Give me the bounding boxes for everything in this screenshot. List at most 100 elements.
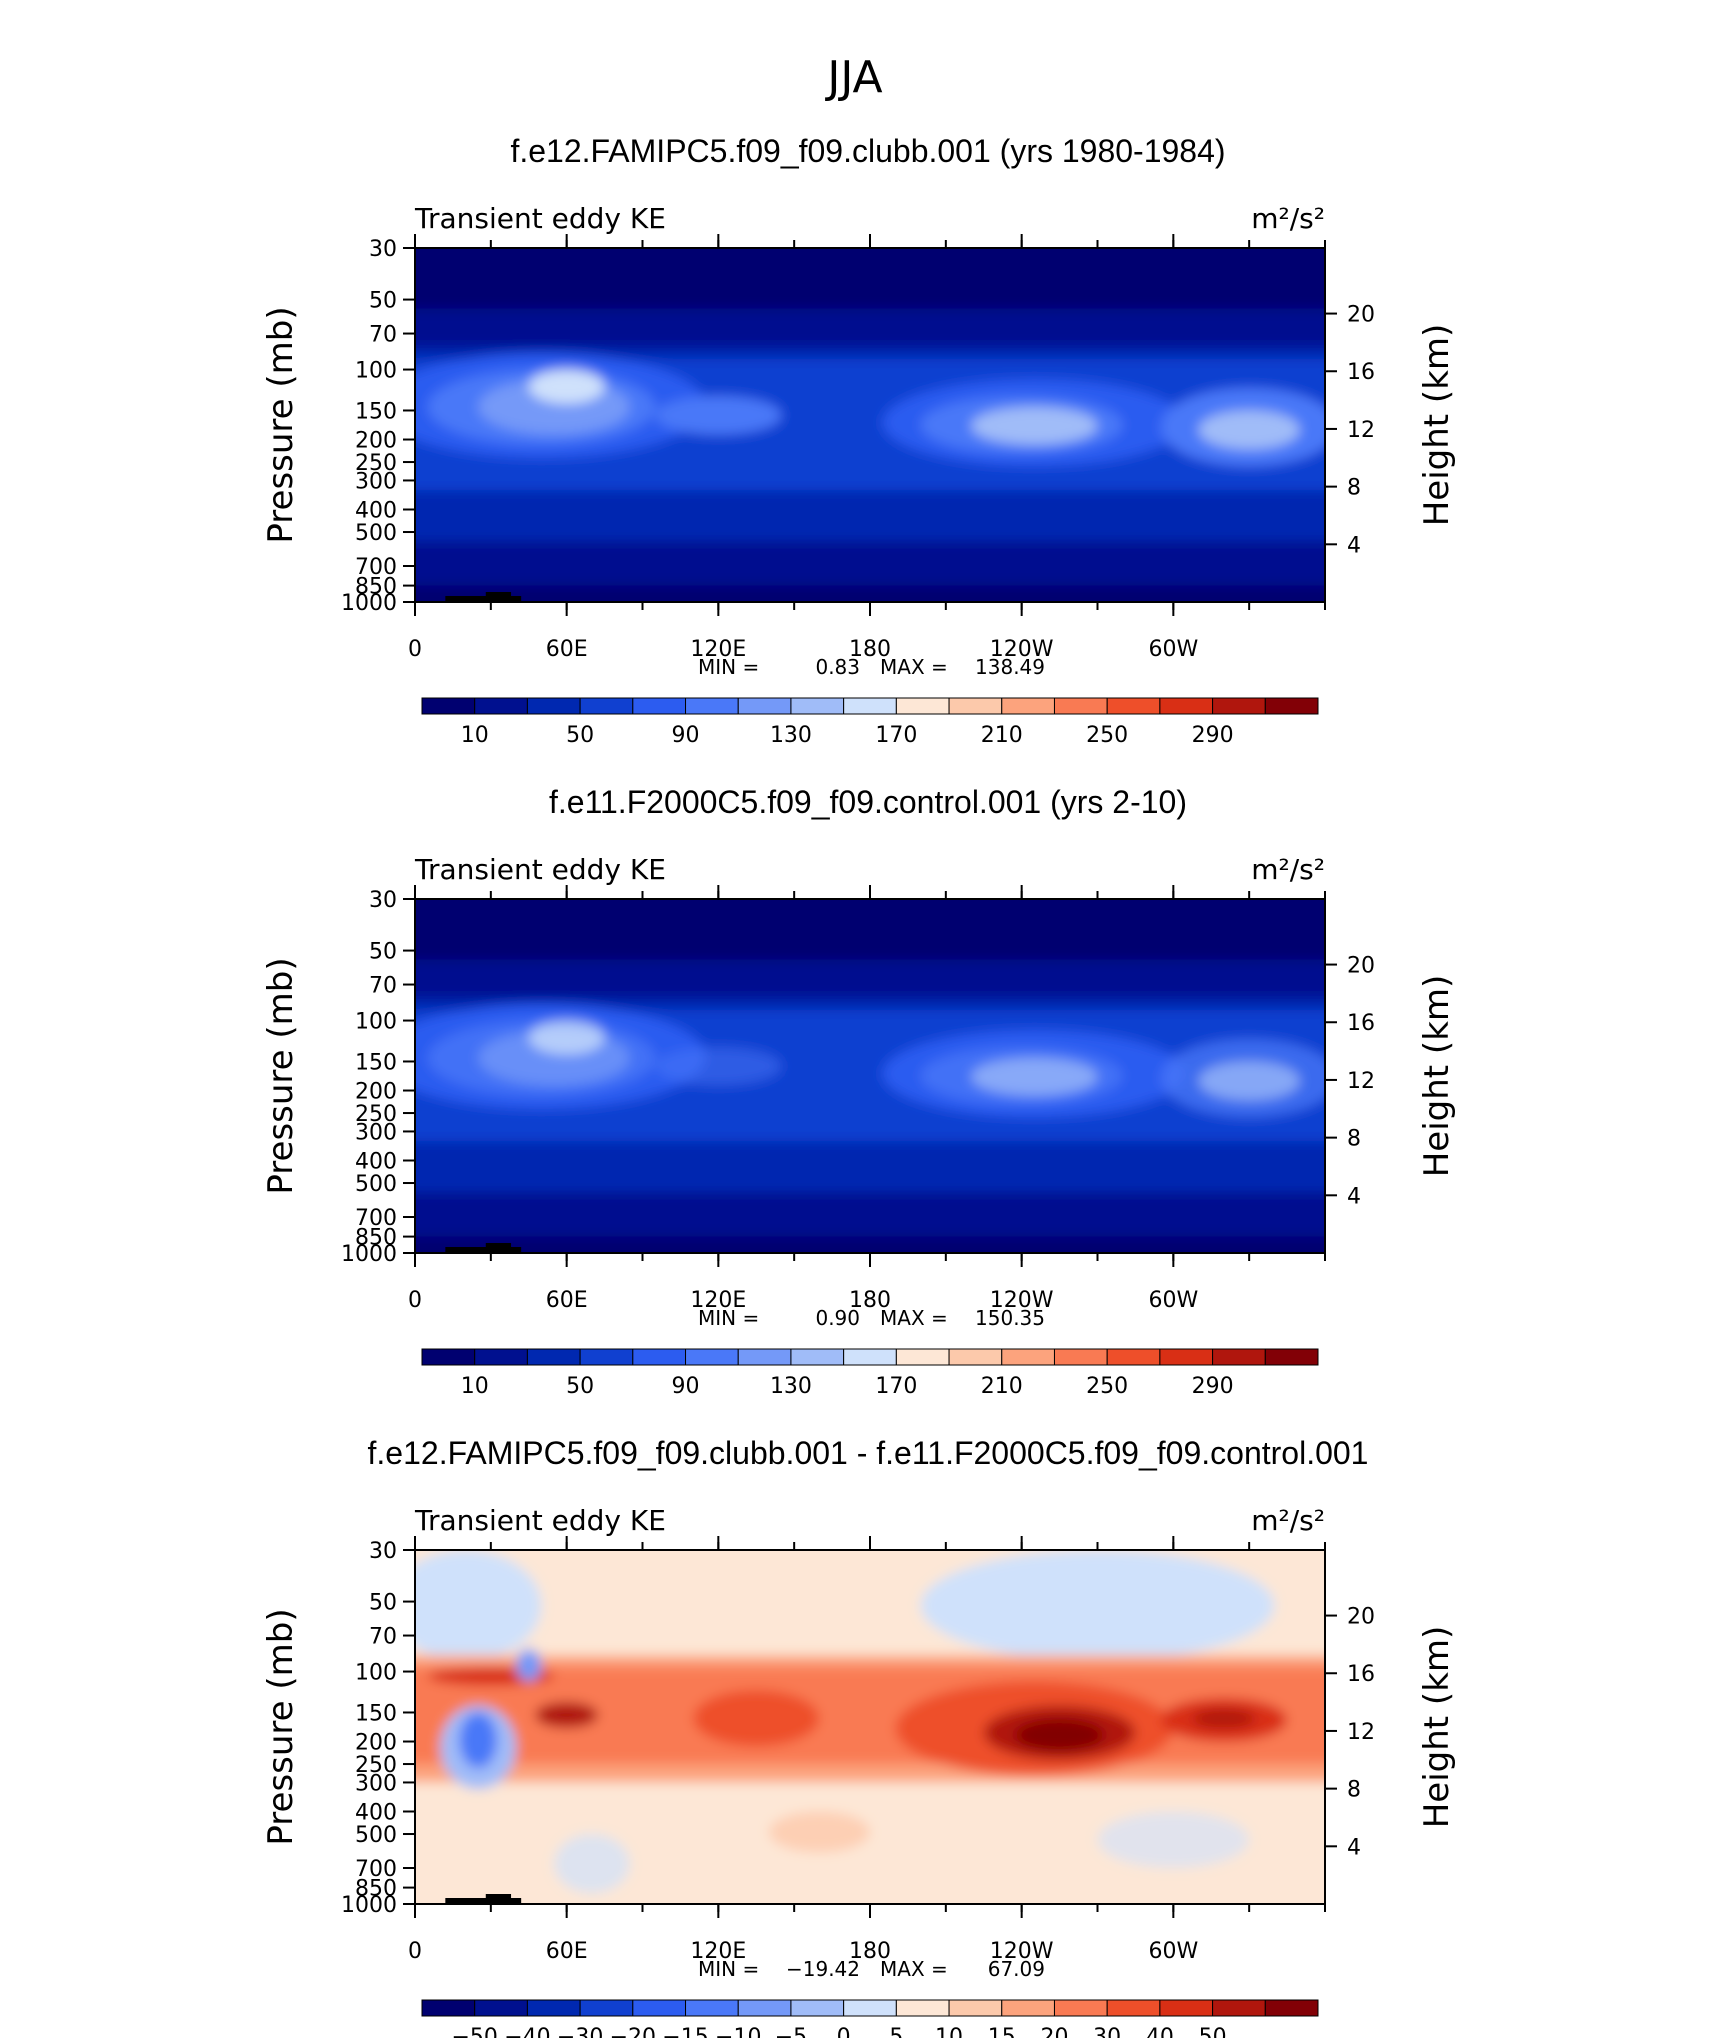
y-tick-label: 500 bbox=[355, 521, 397, 546]
colorbar-swatch bbox=[632, 1999, 687, 2017]
x-tick-label: 180 bbox=[849, 637, 891, 662]
x-tick-label: 0 bbox=[408, 1939, 422, 1964]
colorbar-label: −10 bbox=[715, 2025, 761, 2038]
colorbar-label: 10 bbox=[461, 723, 489, 748]
y-tick-label: 1000 bbox=[341, 1893, 397, 1918]
colorbar-label: −40 bbox=[504, 2025, 550, 2038]
colorbar-swatch bbox=[1053, 1999, 1108, 2017]
colorbar-swatch bbox=[579, 1999, 634, 2017]
min-value: 0.90 bbox=[815, 1306, 860, 1330]
colorbar-swatch bbox=[1212, 697, 1266, 715]
y2-tick-label: 12 bbox=[1347, 1720, 1375, 1745]
y2-tick-label: 12 bbox=[1347, 418, 1375, 443]
y-tick-label: 1000 bbox=[341, 1242, 397, 1267]
colorbar: 10 50 90 130 170 210 250 290 bbox=[421, 697, 1319, 748]
y-tick-label: 850 bbox=[355, 1877, 397, 1902]
panel-title: f.e12.FAMIPC5.f09_f09.clubb.001 - f.e11.… bbox=[368, 1435, 1369, 1471]
colorbar-label: −15 bbox=[662, 2025, 708, 2038]
colorbar-swatch bbox=[1212, 1999, 1266, 2017]
colorbar-label: 20 bbox=[1040, 2025, 1068, 2038]
y-tick-label: 70 bbox=[369, 323, 397, 348]
y-tick-label: 300 bbox=[355, 1771, 397, 1796]
min-label: MIN = bbox=[698, 1306, 759, 1330]
x-tick-label: 0 bbox=[408, 637, 422, 662]
colorbar-label: 30 bbox=[1093, 2025, 1121, 2038]
units-label: m²/s² bbox=[1251, 853, 1325, 886]
colorbar-swatch bbox=[421, 1999, 476, 2017]
y-tick-label: 250 bbox=[355, 1753, 397, 1778]
y-tick-label: 250 bbox=[355, 451, 397, 476]
colorbar-swatch bbox=[1159, 1999, 1214, 2017]
x-tick-label: 120W bbox=[990, 1288, 1054, 1313]
colorbar: 10 50 90 130 170 210 250 290 bbox=[421, 1348, 1319, 1399]
y-tick-label: 500 bbox=[355, 1172, 397, 1197]
y-tick-label: 100 bbox=[355, 1661, 397, 1686]
colorbar-swatch bbox=[790, 1999, 845, 2017]
colorbar-swatch bbox=[790, 697, 845, 715]
colorbar-label: 50 bbox=[1199, 2025, 1227, 2038]
colorbar-label: 130 bbox=[770, 1374, 812, 1399]
y2-tick-label: 20 bbox=[1347, 303, 1375, 328]
colorbar-label: −50 bbox=[451, 2025, 497, 2038]
colorbar-label: 90 bbox=[672, 1374, 700, 1399]
colorbar-label: 10 bbox=[935, 2025, 963, 2038]
x-tick-label: 180 bbox=[849, 1288, 891, 1313]
chart-panel-1: f.e12.FAMIPC5.f09_f09.clubb.001 (yrs 198… bbox=[261, 133, 1457, 748]
colorbar-label: −30 bbox=[557, 2025, 603, 2038]
colorbar-swatch bbox=[790, 1348, 845, 1366]
x-tick-label: 120W bbox=[990, 637, 1054, 662]
y2-tick-label: 16 bbox=[1347, 1011, 1375, 1036]
y-tick-label: 200 bbox=[355, 1731, 397, 1756]
y-tick-label: 100 bbox=[355, 1010, 397, 1035]
y2-tick-label: 8 bbox=[1347, 1127, 1361, 1152]
x-tick-label: 60W bbox=[1148, 637, 1198, 662]
panel-title: f.e12.FAMIPC5.f09_f09.clubb.001 (yrs 198… bbox=[510, 133, 1225, 169]
y-tick-label: 30 bbox=[369, 237, 397, 262]
colorbar-swatch bbox=[1264, 1999, 1319, 2017]
colorbar-swatch bbox=[1001, 697, 1055, 715]
colorbar-swatch bbox=[421, 1348, 476, 1366]
y-tick-label: 700 bbox=[355, 1857, 397, 1882]
y-tick-label: 100 bbox=[355, 359, 397, 384]
colorbar-label: 10 bbox=[461, 1374, 489, 1399]
colorbar-swatch bbox=[1264, 697, 1319, 715]
x-tick-label: 60E bbox=[546, 1939, 588, 1964]
colorbar-label: 50 bbox=[566, 1374, 594, 1399]
colorbar-swatch bbox=[948, 1348, 1003, 1366]
colorbar-swatch bbox=[526, 697, 581, 715]
y-tick-label: 50 bbox=[369, 940, 397, 965]
colorbar-swatch bbox=[843, 1348, 897, 1366]
variable-label: Transient eddy KE bbox=[414, 202, 666, 235]
colorbar-label: 130 bbox=[770, 723, 812, 748]
chart-panel-2: f.e11.F2000C5.f09_f09.control.001 (yrs 2… bbox=[261, 784, 1457, 1399]
y-tick-label: 30 bbox=[369, 888, 397, 913]
colorbar-swatch bbox=[843, 1999, 897, 2017]
colorbar-label: 90 bbox=[672, 723, 700, 748]
x-tick-label: 0 bbox=[408, 1288, 422, 1313]
colorbar-swatch bbox=[1159, 1348, 1214, 1366]
colorbar-label: 170 bbox=[875, 1374, 917, 1399]
colorbar-label: 0 bbox=[837, 2025, 851, 2038]
y-tick-label: 150 bbox=[355, 1050, 397, 1075]
x-tick-label: 120E bbox=[690, 637, 746, 662]
colorbar-swatch bbox=[1001, 1999, 1055, 2017]
max-label: MAX = bbox=[880, 1306, 948, 1330]
colorbar-label: 210 bbox=[981, 1374, 1023, 1399]
variable-label: Transient eddy KE bbox=[414, 1504, 666, 1537]
colorbar-swatch bbox=[632, 1348, 687, 1366]
y-tick-label: 50 bbox=[369, 1591, 397, 1616]
colorbar-swatch bbox=[685, 1999, 739, 2017]
y2-tick-label: 12 bbox=[1347, 1069, 1375, 1094]
y-axis-title: Pressure (mb) bbox=[261, 306, 301, 543]
colorbar: −50 −40 −30 −20 −15 −10 −5 0 5 10 15 20 30 40 50 bbox=[421, 1999, 1319, 2038]
y-tick-label: 400 bbox=[355, 1800, 397, 1825]
colorbar-swatch bbox=[843, 697, 897, 715]
y-tick-label: 300 bbox=[355, 469, 397, 494]
y-tick-label: 250 bbox=[355, 1102, 397, 1127]
colorbar-swatch bbox=[1106, 1999, 1161, 2017]
contour-field bbox=[415, 899, 1325, 1253]
colorbar-swatch bbox=[579, 1348, 634, 1366]
colorbar-swatch bbox=[1106, 1348, 1161, 1366]
y2-tick-label: 16 bbox=[1347, 1662, 1375, 1687]
